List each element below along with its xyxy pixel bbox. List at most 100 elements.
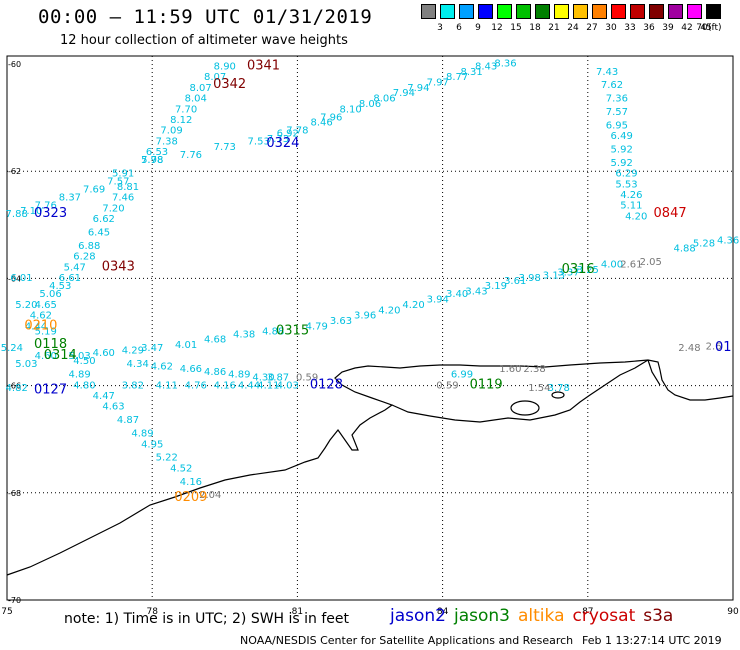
wave-height-value: 4.65 xyxy=(35,300,57,311)
wave-height-value: 3.96 xyxy=(354,311,376,322)
wave-height-value: 7.97 xyxy=(427,77,449,88)
pass-time-label: 0118 xyxy=(34,337,67,352)
color-scale-label: 15 xyxy=(510,23,522,33)
wave-height-value: 4.63 xyxy=(102,402,124,413)
map-border xyxy=(6,55,734,601)
wave-height-value: 3.37 xyxy=(557,268,579,279)
color-scale-label: 39 xyxy=(662,23,674,33)
wave-height-value: 7.10 xyxy=(20,206,42,217)
wave-height-value: 8.77 xyxy=(446,72,468,83)
wave-height-value: 4.36 xyxy=(717,236,739,247)
wave-height-value: 6.92 xyxy=(277,128,299,139)
wave-height-value: 7.57 xyxy=(606,107,628,118)
wave-height-value: 4.20 xyxy=(378,305,400,316)
wave-height-value: 1.60 xyxy=(499,364,521,375)
wave-height-value: 3.63 xyxy=(330,316,352,327)
pass-time-label: 0316 xyxy=(562,262,595,277)
wave-height-value: 7.88 xyxy=(6,209,28,220)
wave-height-value: 4.62 xyxy=(151,362,173,373)
island xyxy=(551,391,565,399)
pass-time-label: 0342 xyxy=(213,77,246,92)
wave-height-value: 5.28 xyxy=(693,238,715,249)
color-scale-label: 45 xyxy=(700,23,712,33)
wave-height-value: 3.43 xyxy=(465,287,487,298)
wave-height-value: 6.88 xyxy=(78,241,100,252)
wave-height-value: 4.89 xyxy=(131,429,153,440)
wave-height-value: 8.37 xyxy=(59,193,81,204)
pass-time-label: 0343 xyxy=(102,259,135,274)
wave-height-value: 7.78 xyxy=(141,155,163,166)
wave-height-value: 8.43 xyxy=(475,61,497,72)
pass-time-label: 0847 xyxy=(654,206,687,221)
color-scale-swatch xyxy=(706,4,721,19)
wave-height-value: 3.40 xyxy=(446,289,468,300)
wave-height-values: 8.908.078.078.047.708.127.097.386.535.98… xyxy=(1,59,740,501)
axis-tick-labels: 75 78 81 84 87 90 -60 -62 -64 -66 -68 -70 xyxy=(1,60,739,617)
wave-height-value: 7.94 xyxy=(407,83,429,94)
wave-height-value: 7.94 xyxy=(393,88,415,99)
color-scale-swatch xyxy=(440,4,455,19)
wave-height-value: 4.79 xyxy=(306,321,328,332)
wave-height-value: 4.34 xyxy=(127,359,149,370)
satellite-legend: jason2 jason3 altika cryosat s3a xyxy=(390,606,681,626)
wave-height-value: 3.87 xyxy=(267,372,289,383)
color-scale-label: 27 xyxy=(586,23,598,33)
wave-height-value: 5.53 xyxy=(615,179,637,190)
coastline-lobe xyxy=(391,359,649,423)
wave-height-value: 8.31 xyxy=(461,67,483,78)
pass-time-label: 0127 xyxy=(34,383,67,398)
wave-height-value: 4.68 xyxy=(204,335,226,346)
wave-height-value: 6.45 xyxy=(88,228,110,239)
wave-height-value: 8.90 xyxy=(214,61,236,72)
wave-height-value: 0.59 xyxy=(436,380,458,391)
color-scale-label: 18 xyxy=(529,23,541,33)
wave-height-value: 4.95 xyxy=(141,439,163,450)
wave-height-value: 3.98 xyxy=(519,273,541,284)
wave-height-value: 3.25 xyxy=(577,265,599,276)
wave-height-value: 8.04 xyxy=(185,94,207,105)
wave-height-value: 7.53 xyxy=(248,136,270,147)
color-scale-label: 6 xyxy=(456,23,462,33)
wave-height-value: 5.19 xyxy=(35,327,57,338)
wave-height-value: 5.91 xyxy=(112,169,134,180)
wave-height-value: 8.10 xyxy=(340,104,362,115)
wave-height-value: 4.00 xyxy=(601,260,623,271)
wave-height-value: 4.38 xyxy=(233,329,255,340)
wave-height-value: 8.06 xyxy=(359,99,381,110)
color-scale-label: 12 xyxy=(491,23,503,33)
wave-height-value: 2.38 xyxy=(523,364,545,375)
wave-height-value: 7.38 xyxy=(156,136,178,147)
wave-height-value: 4.01 xyxy=(175,340,197,351)
legend-entry-jason2: jason2 xyxy=(390,606,446,626)
color-scale-swatch xyxy=(687,4,702,19)
color-scale-label: 21 xyxy=(548,23,560,33)
color-scale-swatch xyxy=(649,4,664,19)
wave-height-value: 6.53 xyxy=(146,147,168,158)
wave-height-value: 4.62 xyxy=(30,311,52,322)
color-scale-swatch xyxy=(516,4,531,19)
wave-height-value: 3.47 xyxy=(141,343,163,354)
credit-timestamp: Feb 1 13:27:14 UTC 2019 xyxy=(582,634,722,647)
map-frame xyxy=(6,55,734,601)
wave-height-value: 5.03 xyxy=(68,351,90,362)
color-scale-label: 70 xyxy=(696,23,708,33)
lat-tick-label: -68 xyxy=(8,489,21,498)
wave-height-value: 4.03 xyxy=(277,380,299,391)
wave-height-value: 7.46 xyxy=(112,193,134,204)
wave-height-value: 7.73 xyxy=(267,134,289,145)
wave-height-value: 5.98 xyxy=(141,155,163,166)
wave-height-value: 4.16 xyxy=(214,380,236,391)
wave-height-value: 6.28 xyxy=(73,252,95,263)
wave-height-value: 5.22 xyxy=(156,453,178,464)
wave-height-value: 8.46 xyxy=(310,118,332,129)
island xyxy=(510,400,540,416)
legend-entry-s3a: s3a xyxy=(643,606,674,626)
wave-height-value: 4.89 xyxy=(68,370,90,381)
wave-height-value: 4.44 xyxy=(238,380,260,391)
color-scale-label: 30 xyxy=(605,23,617,33)
wave-height-value: 6.61 xyxy=(59,273,81,284)
pass-time-label: 0314 xyxy=(44,348,77,363)
wave-height-value: 7.62 xyxy=(601,80,623,91)
color-scale-label: 33 xyxy=(624,23,636,33)
wave-height-value: 7.69 xyxy=(83,185,105,196)
